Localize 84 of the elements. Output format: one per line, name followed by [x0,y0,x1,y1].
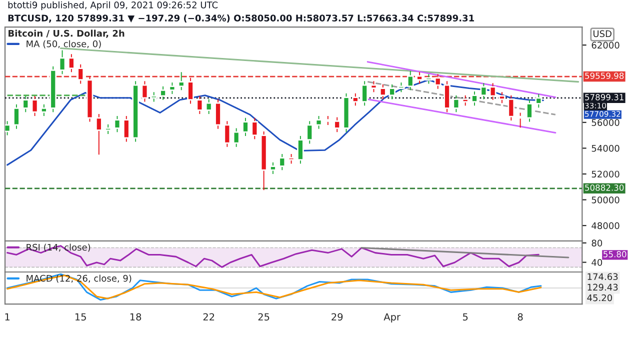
y-tick-label: 50000 [592,196,620,204]
candlestick [516,112,524,128]
candlestick [95,114,102,156]
candlestick [196,96,204,115]
ref-line-label: 57899.31 [585,94,624,100]
y-axis-title: USD [593,30,612,38]
candlestick [398,82,405,93]
text: 45.20 [587,294,612,302]
candlestick [168,82,176,95]
x-tick-label: 8 [518,313,523,321]
candlestick [122,115,130,142]
candlestick [480,82,488,100]
candlestick [334,116,341,133]
candlestick [489,82,496,100]
candlestick [160,86,166,100]
candlestick [5,120,11,136]
ref-line-label: 50882.30 [585,184,624,191]
candlestick [31,96,38,116]
candlestick [22,96,30,113]
candlestick [77,64,84,84]
candlestick [187,77,194,104]
candlestick [224,120,231,148]
x-tick-label: 1 [5,313,10,320]
text: 174.63 [588,273,618,280]
candlestick [416,72,423,84]
candlestick [324,115,332,126]
candlestick [214,98,222,130]
x-tick-label: 18 [130,313,142,321]
chart-title: btotti9 published, April 09, 2021 09:26:52 UTC [8,1,218,10]
candlestick [406,70,414,91]
legend-title: Bitcoin / U.S. Dollar, 2h [8,30,124,38]
candlestick [141,80,148,102]
candlestick [498,92,506,104]
candlestick [278,154,286,171]
candlestick [361,80,368,106]
candlestick [13,104,20,130]
y-tick-label: 40 [592,259,602,266]
x-tick-label: 15 [75,313,86,321]
candlestick [471,90,478,106]
candlestick [452,94,460,113]
text: 129.43 [588,284,618,291]
candlestick [508,94,515,121]
line-series [6,245,540,268]
y-tick-label: 62000 [592,42,620,49]
x-tick-label: Apr [384,313,400,322]
y-tick-label: 54000 [592,144,620,152]
ref-line-label: 59559.98 [585,72,624,79]
candlestick [526,99,533,122]
candlestick [370,80,378,93]
x-tick-label: 25 [258,313,270,321]
candlestick [379,84,386,100]
candlestick [444,80,450,113]
x-tick-label: 29 [332,313,343,321]
candlestick [352,92,359,106]
candlestick [58,50,66,75]
candlestick [68,54,75,73]
chart-subtitle: BTCUSD, 120 57899.31 ▼ −197.29 (−0.34%) O:58050.00 H:58073.57 L:57663.34 C:57899.31 [8,14,474,23]
candlestick [178,72,185,91]
candlestick [251,117,258,140]
candlestick [104,124,112,134]
candlestick [270,162,276,174]
candlestick [535,94,542,108]
candlestick [205,98,212,115]
text: 55.80 [604,251,626,258]
candlestick [306,120,314,144]
candlestick [114,115,121,133]
y-tick-label: 48000 [592,222,620,230]
candlestick [242,117,249,136]
y-tick-label: 52000 [592,170,620,178]
candlestick [425,74,432,84]
x-tick-label: 22 [203,313,214,320]
candlestick [434,74,442,90]
legend-label: MA (50, close, 0) [26,40,101,48]
candlestick [388,84,396,100]
candlestick [150,92,158,102]
candlestick [297,135,304,164]
candlestick [462,94,469,106]
candlestick [315,115,322,130]
y-tick-label: 80 [592,240,602,246]
y-tick-label: 56000 [592,119,620,126]
x-tick-label: 5 [463,313,468,321]
candlestick [40,104,48,116]
candlestick [288,154,295,164]
candlestick [232,128,240,148]
